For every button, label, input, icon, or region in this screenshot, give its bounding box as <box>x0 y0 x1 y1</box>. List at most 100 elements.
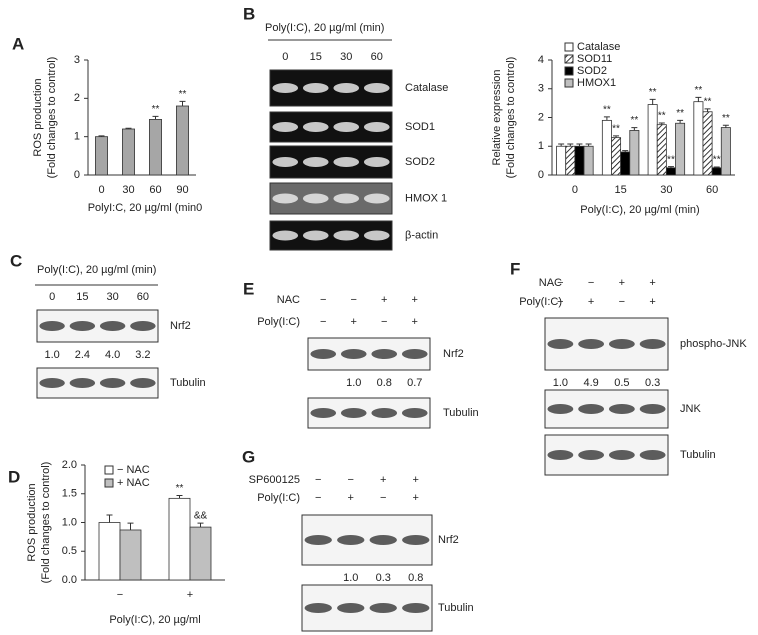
blot-band <box>371 349 398 359</box>
legend-swatch <box>564 42 574 52</box>
blot-band <box>547 339 574 349</box>
bar <box>675 122 686 176</box>
blot-band <box>340 408 367 418</box>
significance: ** <box>658 111 666 122</box>
blot-band <box>39 378 65 388</box>
blot-band <box>578 404 605 414</box>
legend-label: + NAC <box>117 477 150 489</box>
error-bar <box>658 122 665 125</box>
panel-label: A <box>12 34 24 53</box>
lane-label: 30 <box>107 291 119 303</box>
treatment-sign: − <box>320 294 326 306</box>
treatment-sign: − <box>557 296 563 308</box>
error-bar <box>667 166 674 168</box>
y-tick-label: 0 <box>538 169 544 181</box>
error-bar <box>127 522 134 530</box>
bar <box>583 145 594 176</box>
error-bar <box>152 115 159 120</box>
error-bar <box>197 522 204 528</box>
blot-band <box>304 535 332 545</box>
error-bar <box>704 108 711 112</box>
treatment-sign: + <box>412 316 418 328</box>
panel-label: D <box>8 467 20 486</box>
quantification: 2.4 <box>75 349 90 361</box>
blot-band <box>302 193 329 204</box>
significance: ** <box>676 108 684 119</box>
quantification: 0.5 <box>614 377 629 389</box>
x-tick-label: 30 <box>660 184 672 196</box>
error-bar <box>106 514 113 523</box>
significance: ** <box>722 113 730 124</box>
bar <box>720 127 731 176</box>
quantification: 0.8 <box>377 377 392 389</box>
lane-label: 0 <box>49 291 55 303</box>
blot-band <box>639 450 666 460</box>
blot-band <box>363 193 390 204</box>
error-bar <box>695 96 702 102</box>
blot-band <box>302 157 329 167</box>
bar <box>629 130 640 176</box>
blot-band <box>333 83 360 93</box>
y-tick-label: 1.0 <box>62 516 77 528</box>
treatment-sign: + <box>380 474 386 486</box>
band-label: phospho-JNK <box>680 338 747 350</box>
treatment-sign: − <box>381 316 387 328</box>
treatment-label: Poly(I:C) <box>257 492 300 504</box>
significance: ** <box>152 104 160 115</box>
blot-header: Poly(I:C), 20 µg/ml (min) <box>265 22 384 34</box>
quantification: 0.3 <box>645 377 660 389</box>
blot-band <box>369 603 397 613</box>
blot-band <box>371 408 398 418</box>
error-bar <box>125 127 132 129</box>
treatment-sign: − <box>320 316 326 328</box>
bar <box>95 136 108 176</box>
treatment-sign: + <box>649 277 655 289</box>
blot-band <box>578 450 605 460</box>
significance: ** <box>179 89 187 100</box>
band-label: JNK <box>680 403 701 415</box>
error-bar <box>677 119 684 124</box>
y-tick-label: 0 <box>74 169 80 181</box>
significance: ** <box>176 483 184 494</box>
x-tick-label: 15 <box>615 184 627 196</box>
x-axis-label: Poly(I:C), 20 µg/ml (min) <box>580 204 699 216</box>
significance: ** <box>695 85 703 96</box>
y-tick-label: 4 <box>538 54 544 66</box>
y-axis-label: Relative expression <box>491 70 503 166</box>
y-tick-label: 1 <box>74 131 80 143</box>
blot-band <box>608 404 635 414</box>
panel-label: E <box>243 279 254 298</box>
significance: ** <box>603 105 611 116</box>
blot-band <box>272 122 299 132</box>
blot-band <box>310 408 337 418</box>
significance: ** <box>649 87 657 98</box>
x-tick-label: 30 <box>122 184 134 196</box>
quantification: 1.0 <box>343 572 358 584</box>
bar <box>611 137 622 176</box>
blot-band <box>130 321 156 331</box>
error-bar <box>558 143 565 147</box>
error-bar <box>576 143 583 147</box>
blot-band <box>302 230 329 241</box>
bar <box>647 104 658 176</box>
quantification: 0.8 <box>408 572 423 584</box>
treatment-sign: − <box>315 474 321 486</box>
bar <box>702 111 713 176</box>
error-bar <box>622 150 629 152</box>
blot-band <box>337 535 365 545</box>
blot-band <box>363 157 390 167</box>
lane-label: 15 <box>310 51 322 63</box>
quantification: 1.0 <box>44 349 59 361</box>
treatment-sign: − <box>351 294 357 306</box>
blot-band <box>401 408 428 418</box>
error-bar <box>613 135 620 138</box>
x-axis-label: PolyI:C, 20 µg/ml (min0 <box>88 202 203 214</box>
y-axis-label: (Fold changes to control) <box>46 57 58 179</box>
blot-band <box>363 230 390 241</box>
blot-band <box>402 603 430 613</box>
y-tick-label: 2 <box>74 92 80 104</box>
panel-label: B <box>243 4 255 23</box>
treatment-sign: − <box>588 277 594 289</box>
y-axis-label: ROS production <box>32 78 44 156</box>
legend-label: − NAC <box>117 464 150 476</box>
